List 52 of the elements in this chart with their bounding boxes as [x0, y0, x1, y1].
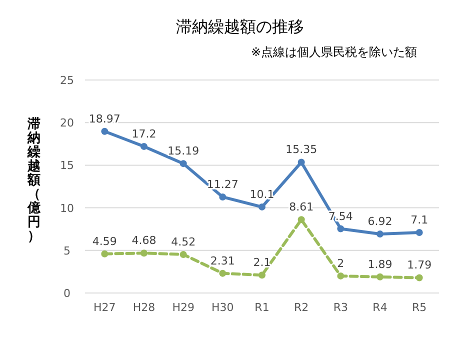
point [416, 229, 423, 236]
y-tick-label: 15 [60, 159, 74, 172]
point [258, 272, 266, 279]
data-label: 11.27 [206, 178, 238, 191]
point [298, 158, 305, 166]
data-label: 17.2 [132, 127, 156, 140]
point [416, 274, 423, 282]
point [140, 250, 148, 257]
x-tick-label: H27 [94, 301, 116, 314]
data-label: 1.79 [407, 258, 432, 272]
point [140, 142, 148, 150]
x-tick-label: R1 [254, 301, 270, 314]
point [337, 272, 344, 280]
data-label: 4.59 [92, 234, 117, 248]
data-label: 2.1 [253, 256, 271, 270]
data-label: 4.52 [171, 235, 196, 248]
point [180, 250, 187, 258]
x-tick-label: H30 [212, 301, 234, 314]
x-tick-label: R4 [372, 301, 388, 314]
data-label: 18.97 [88, 112, 120, 126]
point [101, 250, 108, 258]
data-label: 7.1 [410, 214, 428, 227]
x-tick-label: R2 [294, 301, 309, 314]
chart-title: 滞納繰越額の推移 [176, 17, 304, 36]
point [298, 216, 305, 224]
text: 滞納繰越額（億円） [28, 117, 40, 244]
y-tick-label: 20 [60, 116, 74, 130]
data-label: 15.35 [286, 143, 318, 156]
x-tick-label: H29 [172, 301, 194, 314]
data-label: 8.61 [289, 200, 314, 214]
data-label: 2 [337, 256, 344, 270]
data-label: 1.89 [368, 258, 392, 271]
data-label: 6.92 [368, 215, 392, 228]
x-tick-label: R3 [333, 301, 348, 314]
data-label: 2.31 [210, 254, 235, 268]
point [180, 160, 187, 168]
point [376, 230, 384, 238]
y-tick-label: 25 [60, 74, 74, 87]
chart-subtitle: ※点線は個人県民税を除いた額 [250, 45, 418, 59]
y-tick-label: 0 [64, 287, 70, 300]
x-tick-label: R5 [412, 301, 427, 314]
point [219, 193, 226, 200]
data-label: 15.19 [168, 144, 200, 158]
y-tick-label: 10 [60, 202, 74, 215]
point [219, 270, 226, 277]
point [258, 203, 266, 210]
point [337, 225, 344, 232]
point [101, 128, 108, 135]
point [376, 273, 384, 280]
y-tick-label: 5 [64, 244, 70, 258]
data-label: 4.68 [132, 234, 156, 248]
x-tick-label: H28 [132, 301, 156, 314]
